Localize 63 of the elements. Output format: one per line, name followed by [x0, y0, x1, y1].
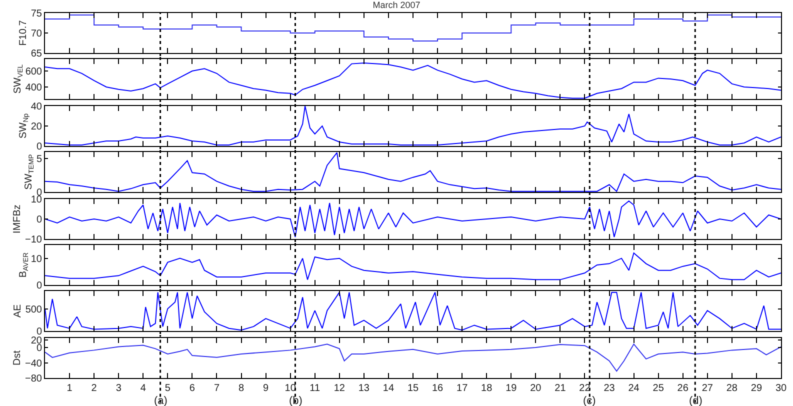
y-axis-title: Dst: [12, 350, 24, 366]
x-tick-label: 18: [481, 382, 493, 394]
x-tick-label: 29: [750, 382, 762, 394]
ref-line-label: (c): [583, 394, 596, 406]
x-tick-label: 28: [726, 382, 738, 394]
ref-line-label: (d): [689, 394, 702, 406]
line-series: [45, 62, 781, 100]
x-tick-label: 16: [432, 382, 444, 394]
y-tick-label: 0: [36, 326, 42, 338]
y-tick-label: 400: [25, 82, 42, 94]
x-tick-label: 25: [652, 382, 664, 394]
y-tick-label: −10: [25, 234, 42, 245]
x-tick-label: 27: [702, 382, 714, 394]
y-tick-label: 40: [30, 101, 42, 112]
line-series: [45, 292, 781, 331]
line-series: [45, 252, 781, 280]
x-tick-label: 23: [604, 382, 616, 394]
y-tick-label: 10: [30, 194, 42, 205]
x-tick-label: 12: [334, 382, 346, 394]
x-tick-label: 5: [164, 382, 171, 394]
y-tick-label: 10: [30, 254, 42, 265]
x-tick-label: 3: [116, 382, 122, 394]
y-tick-label: 0: [36, 141, 42, 152]
x-tick-label: 20: [530, 382, 542, 394]
x-tick-label: 15: [407, 382, 419, 394]
x-tick-label: 17: [456, 382, 468, 394]
y-tick-label: −40: [25, 358, 42, 369]
line-series: [45, 106, 781, 146]
y-tick-label: 75: [30, 8, 42, 20]
x-tick-label: 1: [66, 382, 73, 394]
x-tick-label: 30: [775, 382, 787, 394]
y-tick-label: 0: [36, 342, 42, 354]
x-tick-label: 2: [91, 382, 98, 394]
y-axis-title: F10.7: [18, 20, 29, 46]
x-tick-label: 7: [214, 382, 220, 394]
y-axis-title: IMFBz: [12, 204, 24, 233]
x-tick-label: 8: [238, 382, 244, 394]
x-tick-label: 6: [189, 382, 196, 394]
y-tick-label: 20: [30, 121, 42, 132]
x-tick-label: 4: [140, 382, 146, 394]
line-series: [45, 343, 781, 372]
x-tick-label: 21: [554, 382, 566, 394]
y-tick-label: 0: [36, 214, 42, 225]
line-series: [45, 152, 781, 192]
x-tick-label: 14: [382, 382, 394, 394]
x-tick-label: 24: [628, 382, 640, 394]
x-tick-label: 9: [263, 382, 270, 394]
chart-title: March 2007: [372, 0, 420, 10]
y-tick-label: 0: [36, 280, 42, 292]
y-tick-label: −80: [25, 373, 42, 384]
ref-line-label: (a): [154, 394, 168, 406]
y-tick-label: 65: [30, 48, 42, 60]
x-tick-label: 22: [579, 382, 591, 394]
y-tick-label: 70: [30, 28, 42, 40]
x-tick-label: 11: [310, 382, 320, 394]
y-tick-label: 5: [36, 154, 42, 166]
ref-line-label: (b): [289, 394, 302, 406]
x-tick-label: 19: [506, 382, 518, 394]
y-tick-label: 600: [25, 66, 42, 78]
x-tick-label: 26: [677, 382, 689, 394]
y-tick-label: 500: [25, 304, 42, 316]
x-tick-label: 13: [358, 382, 370, 394]
y-axis-title: AE: [12, 304, 24, 318]
